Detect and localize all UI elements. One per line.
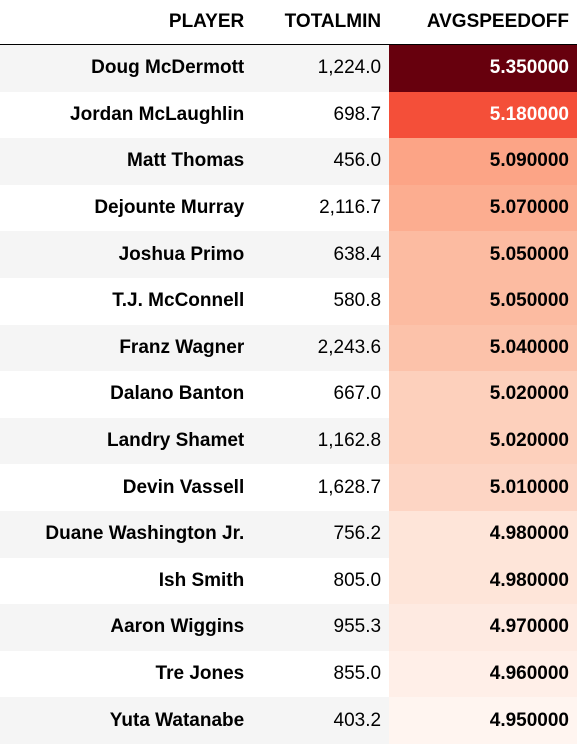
table-row: Dejounte Murray 2,116.7 5.070000 — [0, 184, 577, 232]
table-row: Dalano Banton 667.0 5.020000 — [0, 371, 577, 418]
column-header: AVGSPEEDOFF — [389, 0, 577, 45]
player-cell: Duane Washington Jr. — [0, 510, 253, 558]
avgspeed-cell: 5.010000 — [389, 464, 577, 511]
avgspeed-cell: 4.980000 — [389, 510, 577, 558]
table-row: Ish Smith 805.0 4.980000 — [0, 557, 577, 605]
avgspeed-cell: 5.020000 — [389, 371, 577, 418]
avgspeed-cell: 5.020000 — [389, 417, 577, 465]
table-row: Jordan McLaughlin 698.7 5.180000 — [0, 91, 577, 139]
table-row: Yuta Watanabe 403.2 4.950000 — [0, 697, 577, 744]
totalmin-cell: 667.0 — [333, 383, 382, 405]
totalmin-cell: 638.4 — [252, 231, 390, 278]
player-cell: Landry Shamet — [0, 417, 253, 465]
table-row: Devin Vassell 1,628.7 5.010000 — [0, 464, 577, 511]
player-cell: T.J. McConnell — [112, 290, 245, 312]
avgspeed-cell: 5.350000 — [389, 44, 577, 92]
header-row: PLAYER TOTALMIN AVGSPEEDOFF — [0, 0, 577, 45]
totalmin-cell: 698.7 — [333, 103, 382, 125]
table-row: Landry Shamet 1,162.8 5.020000 — [0, 417, 577, 465]
table-row: Duane Washington Jr. 756.2 4.980000 — [0, 510, 577, 558]
avgspeed-cell: 5.090000 — [389, 138, 577, 185]
table-row: Franz Wagner 2,243.6 5.040000 — [0, 324, 577, 372]
avgspeed-cell: 5.070000 — [389, 184, 577, 232]
player-cell: Aaron Wiggins — [0, 604, 253, 651]
player-cell: Tre Jones — [155, 663, 245, 685]
table-row: Joshua Primo 638.4 5.050000 — [0, 231, 577, 278]
totalmin-cell: 1,628.7 — [317, 476, 382, 498]
avgspeed-cell: 5.050000 — [389, 277, 577, 325]
table-body: Doug McDermott 1,224.0 5.350000 Jordan McLa… — [0, 44, 577, 744]
player-cell: Matt Thomas — [0, 138, 253, 185]
avgspeed-cell: 4.980000 — [389, 557, 577, 605]
avgspeed-cell: 4.970000 — [389, 604, 577, 651]
totalmin-cell: 2,116.7 — [319, 197, 382, 219]
totalmin-cell: 403.2 — [252, 697, 390, 744]
player-cell: Devin Vassell — [122, 476, 245, 498]
totalmin-cell: 855.0 — [333, 663, 382, 685]
player-cell: Franz Wagner — [0, 324, 253, 372]
player-cell: Dejounte Murray — [94, 197, 245, 219]
player-cell: Doug McDermott — [0, 44, 253, 92]
avgspeed-cell: 5.040000 — [389, 324, 577, 372]
totalmin-cell: 756.2 — [252, 510, 390, 558]
player-cell: Joshua Primo — [0, 231, 253, 278]
totalmin-cell: 805.0 — [333, 569, 382, 591]
totalmin-cell: 1,162.8 — [252, 417, 390, 465]
avgspeed-cell: 4.950000 — [389, 697, 577, 744]
player-cell: Yuta Watanabe — [0, 697, 253, 744]
player-cell: Dalano Banton — [110, 383, 245, 405]
totalmin-cell: 955.3 — [252, 604, 390, 651]
table-row: Aaron Wiggins 955.3 4.970000 — [0, 604, 577, 651]
avgspeed-cell: 4.960000 — [389, 650, 577, 698]
column-header: PLAYER — [0, 0, 253, 45]
totalmin-cell: 1,224.0 — [252, 44, 390, 92]
avgspeed-cell: 5.180000 — [389, 91, 577, 139]
totalmin-cell: 2,243.6 — [252, 324, 390, 372]
totalmin-cell: 456.0 — [252, 138, 390, 185]
table-row: Doug McDermott 1,224.0 5.350000 — [0, 44, 577, 92]
player-cell: Ish Smith — [158, 569, 245, 591]
avgspeed-cell: 5.050000 — [389, 231, 577, 278]
player-cell: Jordan McLaughlin — [70, 103, 245, 125]
table-row: Tre Jones 855.0 4.960000 — [0, 650, 577, 698]
table-row: T.J. McConnell 580.8 5.050000 — [0, 277, 577, 325]
table-row: Matt Thomas 456.0 5.090000 — [0, 138, 577, 185]
column-header: TOTALMIN — [252, 0, 390, 45]
totalmin-cell: 580.8 — [333, 290, 382, 312]
